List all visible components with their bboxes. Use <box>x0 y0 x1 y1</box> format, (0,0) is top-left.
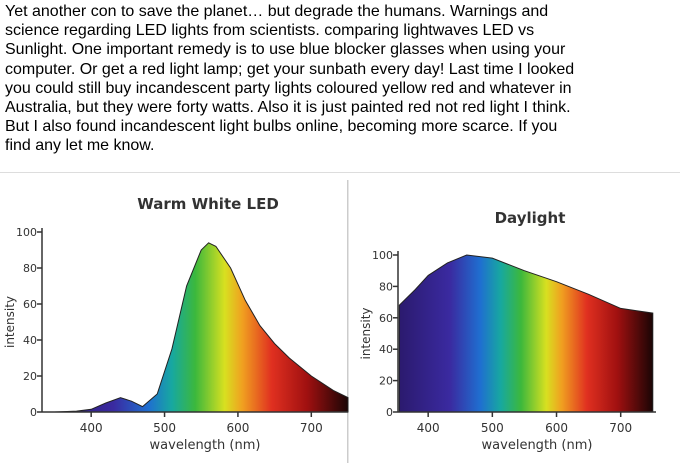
y-axis-label: intensity <box>3 296 17 348</box>
y-tick-label: 100 <box>16 226 37 239</box>
x-tick-label: 400 <box>80 421 103 435</box>
x-tick-label: 600 <box>545 421 568 435</box>
x-axis-label: wavelength (nm) <box>482 438 593 453</box>
spectrum-area <box>54 242 349 413</box>
x-axis-label: wavelength (nm) <box>150 438 261 453</box>
text-line: computer. Or get a red light lamp; get y… <box>5 60 575 78</box>
divider <box>347 180 349 463</box>
text-line: But I also found incandescent light bulb… <box>5 118 558 136</box>
x-tick-label: 500 <box>153 421 176 435</box>
divider <box>0 172 680 173</box>
y-tick-label: 60 <box>23 298 37 311</box>
spectrum-area <box>398 254 654 413</box>
text-line: Australia, but they were forty watts. Al… <box>5 99 571 117</box>
chart-title: Warm White LED <box>137 195 279 213</box>
y-tick-label: 100 <box>372 249 393 262</box>
y-tick-label: 0 <box>30 406 37 419</box>
y-tick-label: 40 <box>379 343 393 356</box>
y-tick-label: 20 <box>23 370 37 383</box>
y-tick-label: 20 <box>379 375 393 388</box>
x-tick-label: 500 <box>481 421 504 435</box>
x-tick-label: 700 <box>300 421 323 435</box>
x-tick-label: 400 <box>417 421 440 435</box>
x-tick-label: 700 <box>609 421 632 435</box>
text-line: Sunlight. One important remedy is to use… <box>5 41 566 59</box>
text-line: Yet another con to save the planet… but … <box>5 3 549 20</box>
text-line: you could still buy incandescent party l… <box>5 79 572 97</box>
y-tick-label: 80 <box>379 280 393 293</box>
text-line: find any let me know. <box>5 137 155 155</box>
chart-title: Daylight <box>495 209 566 227</box>
paragraph: Yet another con to save the planet… but … <box>5 2 574 156</box>
text-line: science regarding LED lights from scient… <box>5 22 535 40</box>
y-tick-label: 40 <box>23 334 37 347</box>
x-tick-label: 600 <box>226 421 249 435</box>
y-axis-label: intensity <box>359 307 373 359</box>
y-tick-label: 0 <box>386 406 393 419</box>
y-tick-label: 60 <box>379 312 393 325</box>
y-tick-label: 80 <box>23 262 37 275</box>
